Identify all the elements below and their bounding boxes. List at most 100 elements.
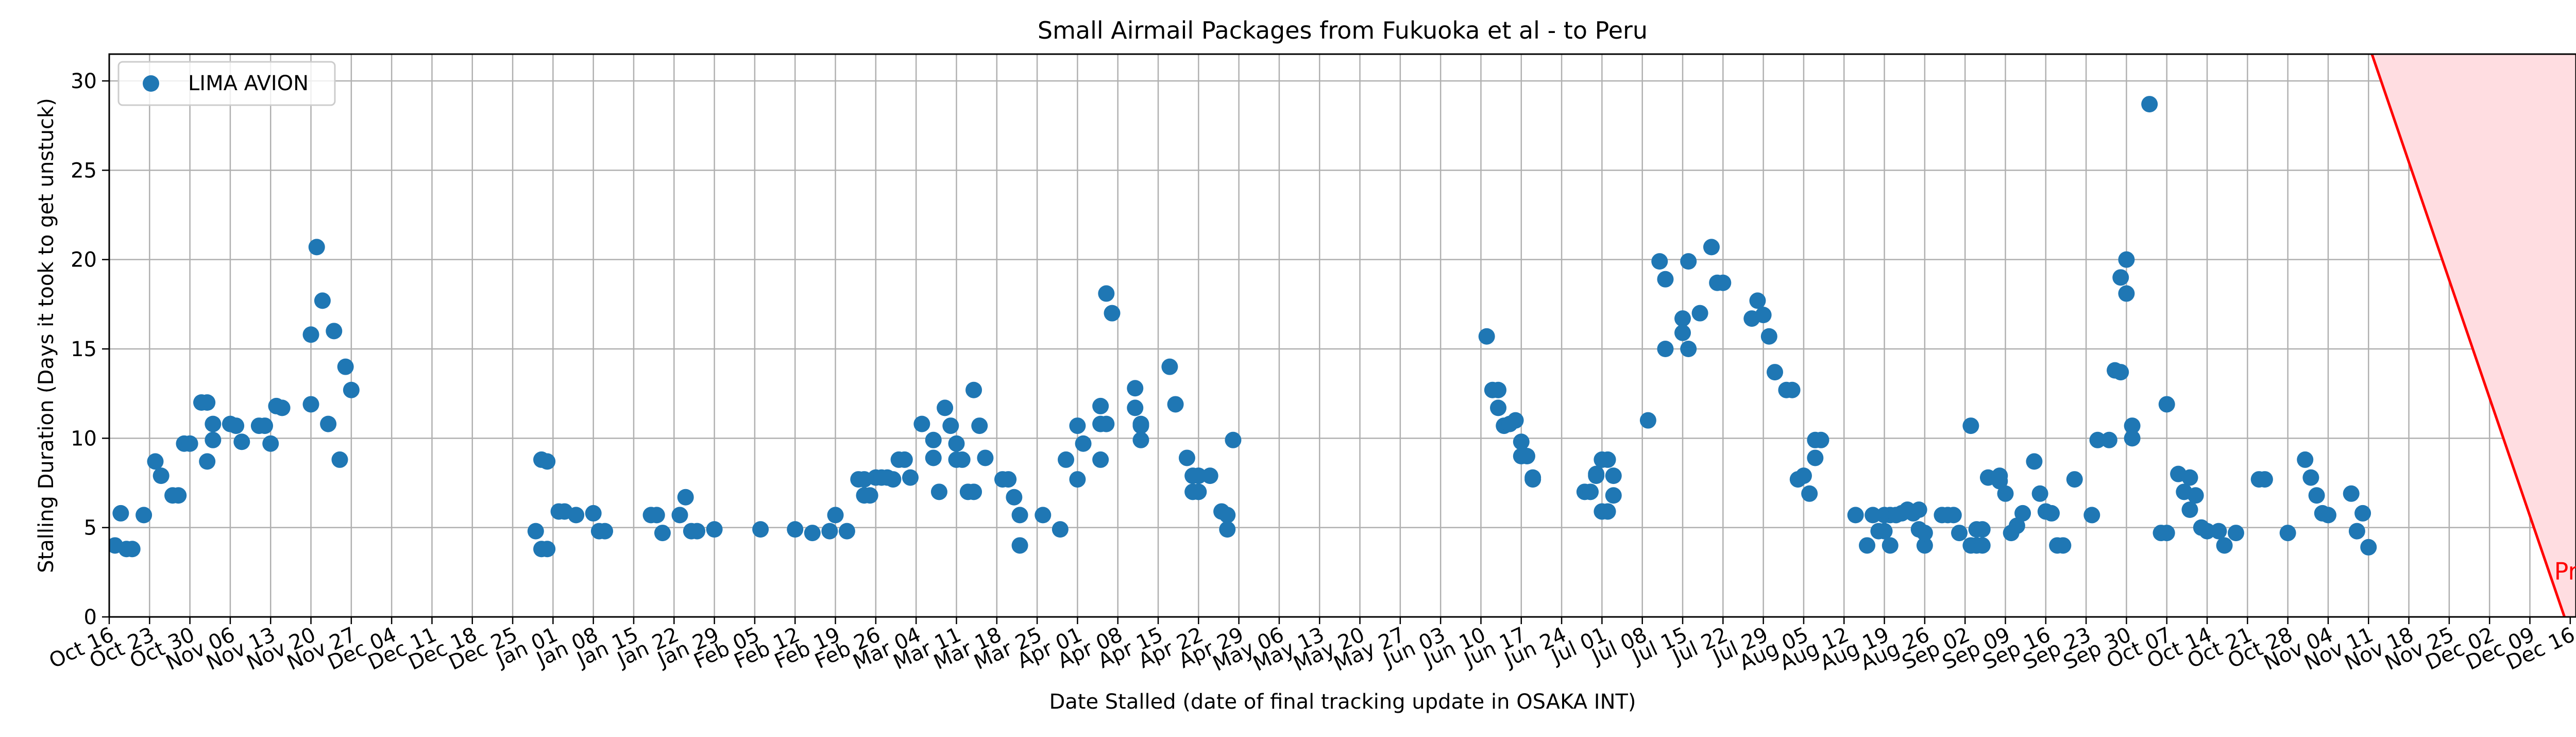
data-point [2227,525,2244,542]
data-point [527,523,544,540]
data-point [1715,274,1732,291]
data-point [1945,507,1962,524]
data-point [2348,523,2365,540]
data-point [954,451,971,468]
data-point [2124,417,2141,434]
present-region [2370,54,2576,617]
data-point [2089,431,2106,448]
data-point [1674,310,1691,327]
data-point [654,525,671,542]
data-point [308,239,325,256]
y-tick-label: 30 [71,70,97,93]
data-point [671,507,688,524]
data-point [1127,399,1144,416]
data-point [706,521,723,538]
data-point [1490,399,1507,416]
data-point [2297,451,2314,468]
data-point [1513,433,1530,450]
data-point [152,467,170,484]
data-point [2256,471,2273,488]
data-point [302,396,319,413]
legend-box [117,61,336,106]
data-point [1069,417,1086,434]
data-point [1651,253,1668,270]
data-point [2124,430,2141,447]
data-point [1760,328,1777,345]
data-points [109,96,2377,558]
data-point [2055,537,2072,554]
data-point [112,505,129,522]
data-point [1098,415,1115,432]
data-point [942,417,959,434]
data-point [205,431,222,448]
data-point [1225,431,1242,448]
data-point [233,433,250,450]
data-point [1812,431,1829,448]
data-point [2308,487,2325,504]
data-point [1011,507,1028,524]
legend-marker [143,75,159,92]
data-point [752,521,769,538]
y-tick-label: 15 [71,338,97,361]
data-point [1767,364,1784,381]
data-point [1052,521,1069,538]
data-point [1847,507,1864,524]
data-point [1507,412,1524,429]
data-point [1011,537,1028,554]
data-point [2014,505,2031,522]
data-point [1599,503,1616,520]
data-point [1605,467,1622,484]
data-point [1478,328,1495,345]
data-point [1000,471,1017,488]
data-point [170,487,187,504]
data-point [2279,525,2296,542]
data-point [1703,239,1720,256]
data-point [1882,537,1899,554]
y-tick-label: 25 [71,159,97,182]
data-point [804,525,821,542]
data-point [1691,305,1708,322]
y-tick-label: 5 [84,516,97,540]
data-point [135,507,152,524]
data-point [913,415,930,432]
data-point [2112,269,2129,286]
data-point [597,523,614,540]
data-point [2118,285,2135,302]
data-point [1962,417,1979,434]
data-point [1588,467,1605,484]
data-point [2026,453,2043,470]
chart-title: Small Airmail Packages from Fukuoka et a… [1038,16,1648,44]
y-tick-label: 10 [71,427,97,450]
data-point [925,449,942,466]
data-point [1035,507,1052,524]
data-point [1916,537,1933,554]
data-point [1075,435,1092,452]
present-shaded-area [2371,54,2576,617]
data-point [1058,451,1075,468]
data-point [1801,485,1818,502]
data-point [1784,381,1801,398]
data-point [257,417,274,434]
data-point [228,417,245,434]
data-point [205,415,222,432]
data-point [2354,505,2371,522]
data-point [1190,467,1207,484]
data-point [1876,523,1893,540]
data-point [1490,381,1507,398]
data-point [1132,417,1149,434]
data-point [331,451,348,468]
data-point [2302,469,2319,486]
data-point [1190,483,1207,500]
y-tick-label: 20 [71,248,97,272]
data-point [1104,305,1121,322]
data-point [343,381,360,398]
data-point [274,399,291,416]
data-point [1916,525,1933,542]
data-point [1219,521,1236,538]
data-point [539,541,556,558]
data-point [585,505,602,522]
data-point [1524,471,1541,488]
data-point [2118,251,2135,268]
data-point [1127,380,1144,397]
data-point [326,323,343,340]
